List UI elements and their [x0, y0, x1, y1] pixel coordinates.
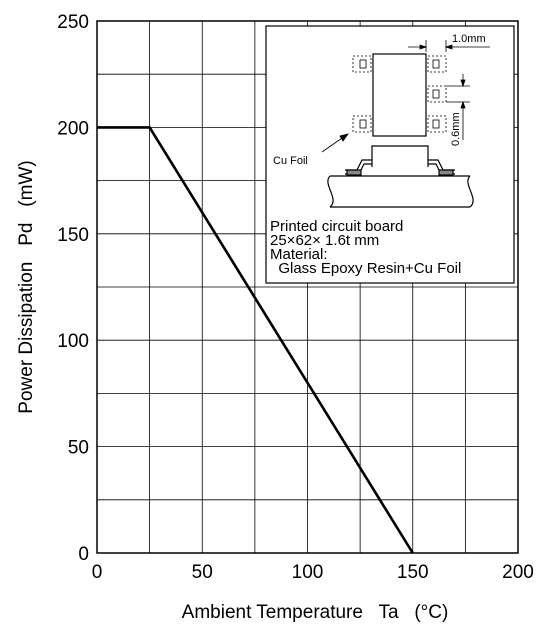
y-tick-label: 50 — [68, 438, 89, 459]
dim-height — [446, 74, 470, 140]
foil-pad — [346, 169, 362, 176]
y-tick-label: 150 — [57, 225, 89, 246]
pin — [359, 119, 367, 129]
y-tick-label: 250 — [57, 12, 89, 33]
series-layer — [97, 126, 414, 554]
y-tick-labels: 0 50 100 150 200 250 — [57, 12, 89, 565]
inset: 1.0mm 0.6mm Cu Foil — [265, 25, 515, 284]
x-tick-label: 100 — [292, 562, 324, 583]
plot-frame — [96, 20, 519, 554]
cu-foil-leader — [321, 133, 349, 153]
series-line — [97, 126, 414, 554]
x-axis-title: Ambient Temperature Ta (°C) — [182, 602, 449, 623]
pads — [352, 55, 447, 133]
dim-height-label: 0.6mm — [450, 112, 462, 146]
pad — [352, 115, 372, 133]
side-view — [327, 145, 474, 208]
y-tick-label: 100 — [57, 331, 89, 352]
foil-pad — [438, 169, 454, 176]
x-tick-label: 200 — [502, 562, 534, 583]
pin — [432, 89, 440, 99]
y-axis-title: Power Dissipation Pd (mW) — [16, 160, 37, 413]
y-tick-label: 0 — [78, 544, 89, 565]
note-line-2: 25×62× 1.6t mm — [270, 232, 379, 249]
pad — [427, 55, 447, 73]
x-tick-labels: 0 50 100 150 200 — [92, 562, 534, 583]
pad — [427, 115, 447, 133]
x-tick-label: 50 — [192, 562, 213, 583]
y-tick-label: 200 — [57, 118, 89, 139]
note-line-1: Printed circuit board — [270, 218, 403, 235]
cu-foil-label: Cu Foil — [273, 155, 308, 167]
x-tick-label: 150 — [397, 562, 429, 583]
pad — [352, 55, 372, 73]
note-line-4: Glass Epoxy Resin+Cu Foil — [270, 260, 461, 277]
dim-width — [408, 40, 490, 52]
pin — [432, 59, 440, 69]
pin — [359, 59, 367, 69]
x-tick-label: 0 — [92, 562, 103, 583]
pad — [427, 85, 447, 103]
package-body — [372, 53, 427, 137]
note-line-3: Material: — [270, 246, 328, 263]
pin — [432, 119, 440, 129]
dim-width-label: 1.0mm — [452, 33, 486, 45]
